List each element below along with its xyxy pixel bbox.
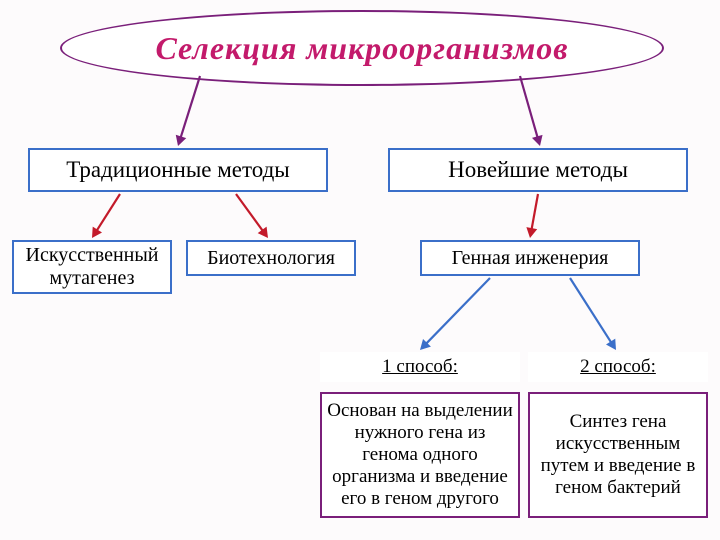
- title-text: Селекция микроорганизмов: [155, 30, 568, 67]
- label-genetic: Генная инженерия: [452, 247, 609, 270]
- box-method1-body: Основан на выделении нужного гена из ген…: [320, 392, 520, 518]
- label-method2-body: Синтез гена искусственным путем и введен…: [534, 411, 702, 498]
- box-method2-body: Синтез гена искусственным путем и введен…: [528, 392, 708, 518]
- label-modern: Новейшие методы: [448, 157, 628, 183]
- box-mutagenesis: Искусственный мутагенез: [12, 240, 172, 294]
- box-traditional: Традиционные методы: [28, 148, 328, 192]
- label-mutagenesis: Искусственный мутагенез: [14, 244, 170, 290]
- box-method2-header: 2 способ:: [528, 352, 708, 382]
- box-biotech: Биотехнология: [186, 240, 356, 276]
- label-method2-header: 2 способ:: [580, 356, 656, 378]
- label-method1-body: Основан на выделении нужного гена из ген…: [326, 400, 514, 509]
- label-method1-header: 1 способ:: [382, 356, 458, 378]
- label-biotech: Биотехнология: [207, 247, 335, 270]
- box-modern: Новейшие методы: [388, 148, 688, 192]
- box-method1-header: 1 способ:: [320, 352, 520, 382]
- label-traditional: Традиционные методы: [66, 157, 290, 183]
- title-ellipse: Селекция микроорганизмов: [60, 10, 664, 86]
- box-genetic: Генная инженерия: [420, 240, 640, 276]
